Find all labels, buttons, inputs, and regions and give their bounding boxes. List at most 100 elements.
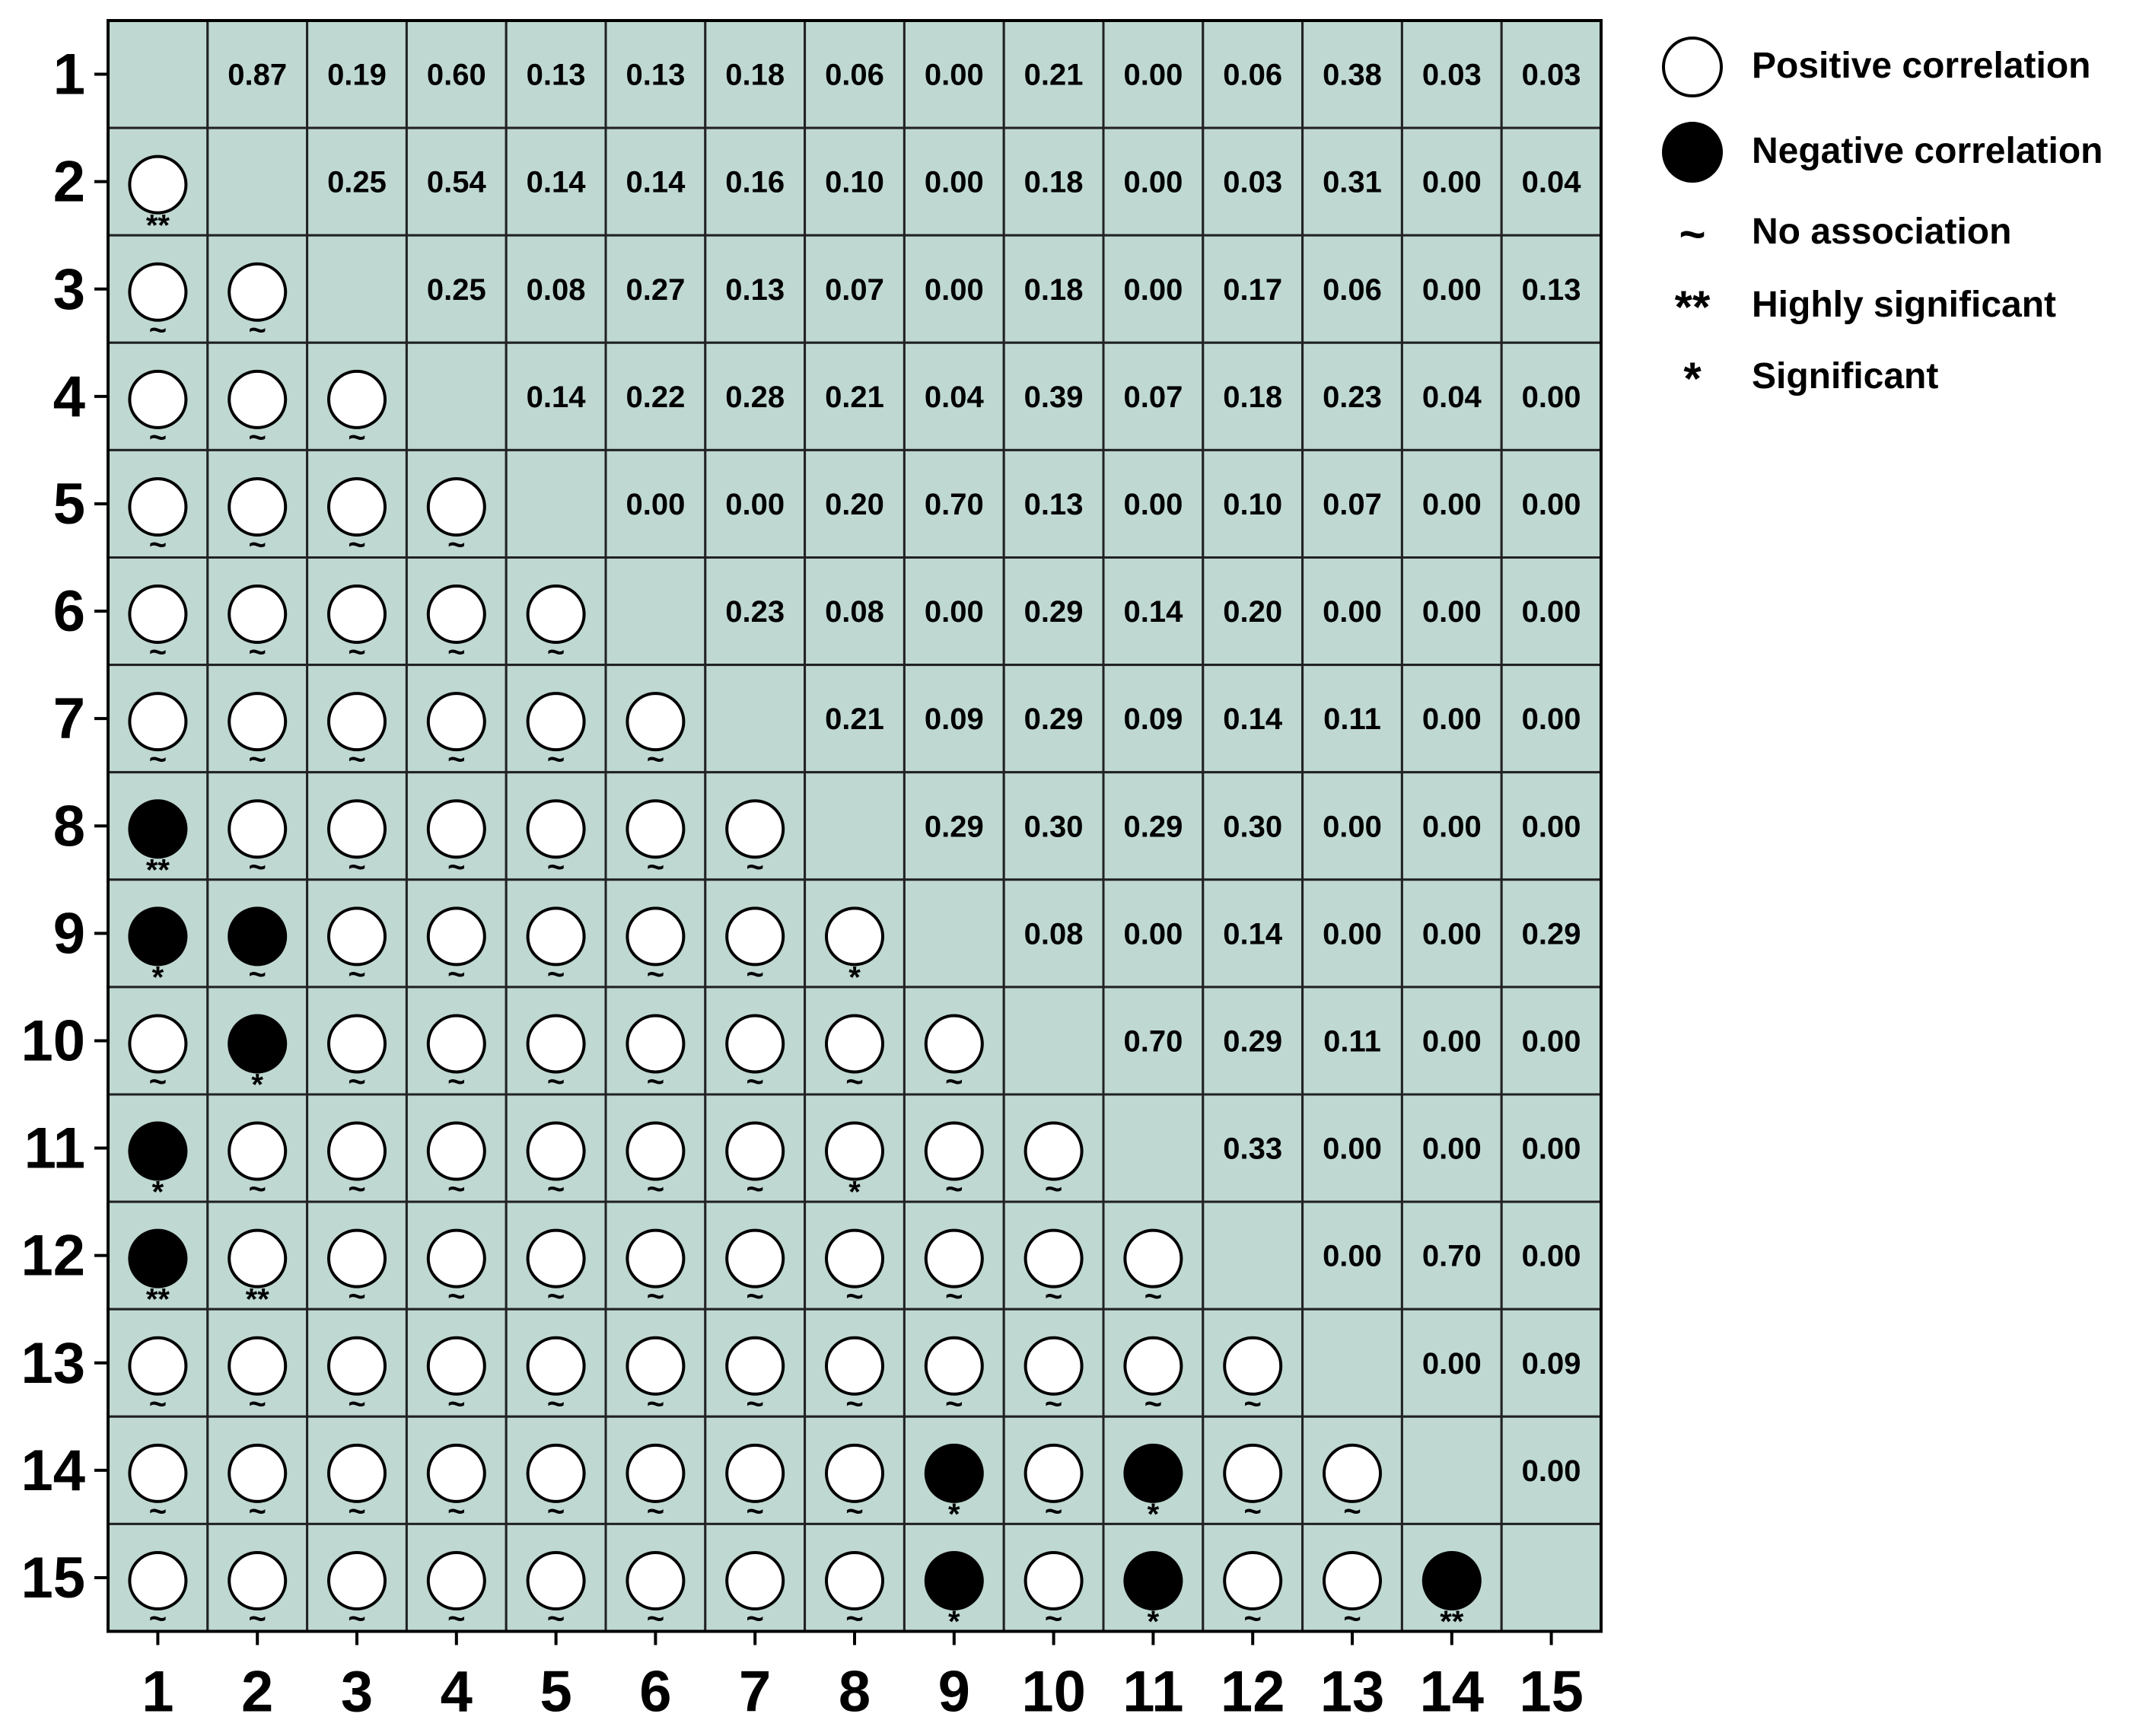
- matrix-cell: [1301, 556, 1403, 667]
- correlation-value: 0.06: [825, 59, 884, 92]
- positive-correlation-dot: [128, 1550, 188, 1610]
- no-association-mark: ~: [647, 1387, 664, 1421]
- matrix-cell: [1500, 1415, 1603, 1525]
- legend-label: Highly significant: [1752, 285, 2056, 325]
- positive-correlation-dot: [1024, 1228, 1084, 1288]
- y-tick-label: 10: [21, 1008, 85, 1073]
- matrix-cell: [405, 341, 508, 451]
- correlation-value: 0.16: [725, 166, 785, 199]
- positive-correlation-dot: [526, 1550, 586, 1610]
- correlation-value: 0.08: [825, 595, 884, 629]
- x-tick-label: 8: [839, 1660, 871, 1725]
- positive-correlation-dot: [626, 1014, 686, 1074]
- correlation-value: 0.03: [1223, 166, 1282, 199]
- y-tick-label: 8: [53, 794, 85, 858]
- correlation-value: 0.00: [1422, 917, 1482, 951]
- positive-correlation-dot: [426, 585, 486, 645]
- correlation-value: 0.00: [626, 488, 685, 521]
- correlation-value: 0.25: [327, 166, 387, 199]
- correlation-value: 0.07: [1323, 488, 1382, 521]
- correlation-value: 0.14: [527, 166, 587, 199]
- correlation-value: 0.29: [1123, 810, 1183, 843]
- correlation-value: 0.00: [1422, 166, 1482, 199]
- y-tick-label: 15: [21, 1546, 85, 1610]
- matrix-cell: [704, 448, 807, 559]
- matrix-cell: [1301, 1200, 1403, 1311]
- correlation-value: 0.13: [1522, 273, 1581, 307]
- legend-star-symbol: *: [1683, 353, 1702, 404]
- positive-correlation-dot: [426, 1336, 486, 1396]
- positive-correlation-dot: [128, 1336, 188, 1396]
- x-tick-label: 3: [341, 1660, 373, 1725]
- positive-correlation-dot: [1223, 1443, 1283, 1503]
- matrix-cell: [1202, 986, 1304, 1096]
- matrix-cell: [1400, 986, 1503, 1096]
- correlation-value: 0.08: [1024, 917, 1084, 951]
- positive-correlation-dot: [825, 906, 884, 967]
- matrix-cell: [1301, 1308, 1403, 1418]
- correlation-value: 0.00: [925, 59, 984, 92]
- correlation-value: 0.07: [1123, 381, 1183, 414]
- positive-correlation-dot: [128, 1443, 188, 1503]
- positive-correlation-dot: [327, 906, 387, 967]
- correlation-value: 0.18: [1024, 166, 1084, 199]
- no-association-mark: ~: [149, 743, 167, 776]
- positive-correlation-dot: [825, 1014, 884, 1074]
- correlation-value: 0.03: [1422, 59, 1482, 92]
- correlation-value: 0.00: [1323, 917, 1382, 951]
- matrix-cell: [1500, 448, 1603, 559]
- legend-positive-dot-icon: [1662, 37, 1723, 97]
- positive-correlation-dot: [1024, 1550, 1084, 1610]
- no-association-mark: ~: [1244, 1387, 1262, 1421]
- no-association-mark: ~: [547, 1495, 565, 1528]
- positive-correlation-dot: [526, 799, 586, 859]
- correlation-value: 0.04: [1522, 166, 1582, 199]
- correlation-value: 0.18: [1024, 273, 1084, 307]
- positive-correlation-dot: [128, 692, 188, 752]
- matrix-cell: [903, 448, 1005, 559]
- matrix-cell: [804, 126, 906, 237]
- no-association-mark: ~: [348, 1280, 365, 1314]
- correlation-value: 0.87: [228, 59, 287, 92]
- no-association-mark: ~: [348, 743, 365, 776]
- negative-correlation-dot: [128, 906, 188, 967]
- no-association-mark: ~: [845, 1602, 863, 1636]
- correlation-value: 0.11: [1323, 1024, 1381, 1058]
- positive-correlation-dot: [426, 1228, 486, 1288]
- positive-correlation-dot: [228, 799, 288, 859]
- no-association-mark: ~: [845, 1280, 863, 1314]
- x-tick-label: 9: [938, 1660, 970, 1725]
- positive-correlation-dot: [426, 692, 486, 752]
- positive-correlation-dot: [725, 1014, 785, 1074]
- matrix-cell: [604, 556, 707, 667]
- positive-correlation-dot: [327, 799, 387, 859]
- significant-mark: *: [1148, 1498, 1160, 1531]
- significant-mark: *: [848, 1176, 861, 1209]
- positive-correlation-dot: [924, 1228, 984, 1288]
- no-association-mark: ~: [747, 1602, 764, 1636]
- positive-correlation-dot: [626, 1336, 686, 1396]
- no-association-mark: ~: [447, 850, 465, 884]
- correlation-value: 0.00: [1123, 917, 1183, 951]
- correlation-value: 0.00: [725, 488, 785, 521]
- correlation-value: 0.00: [1123, 488, 1183, 521]
- significant-mark: *: [848, 960, 861, 994]
- positive-correlation-dot: [526, 1443, 586, 1503]
- positive-correlation-dot: [526, 1121, 586, 1181]
- no-association-mark: ~: [149, 1602, 167, 1636]
- matrix-cell: [206, 19, 309, 129]
- correlation-value: 0.38: [1323, 59, 1382, 92]
- correlation-value: 0.00: [1123, 166, 1183, 199]
- positive-correlation-dot: [725, 1550, 785, 1610]
- no-association-mark: ~: [249, 850, 266, 884]
- negative-correlation-dot: [1123, 1443, 1183, 1503]
- positive-correlation-dot: [327, 1121, 387, 1181]
- negative-correlation-dot: [128, 1228, 188, 1288]
- positive-correlation-dot: [1223, 1336, 1283, 1396]
- no-association-mark: ~: [547, 957, 565, 991]
- no-association-mark: ~: [547, 850, 565, 884]
- content-layer: 0.87 0.19 0.60 0.13 0.13 0.18 0.06 0.00 0.21 0.00…: [128, 59, 1582, 1639]
- positive-correlation-dot: [426, 476, 486, 537]
- positive-correlation-dot: [924, 1336, 984, 1396]
- matrix-cell: [1202, 19, 1304, 129]
